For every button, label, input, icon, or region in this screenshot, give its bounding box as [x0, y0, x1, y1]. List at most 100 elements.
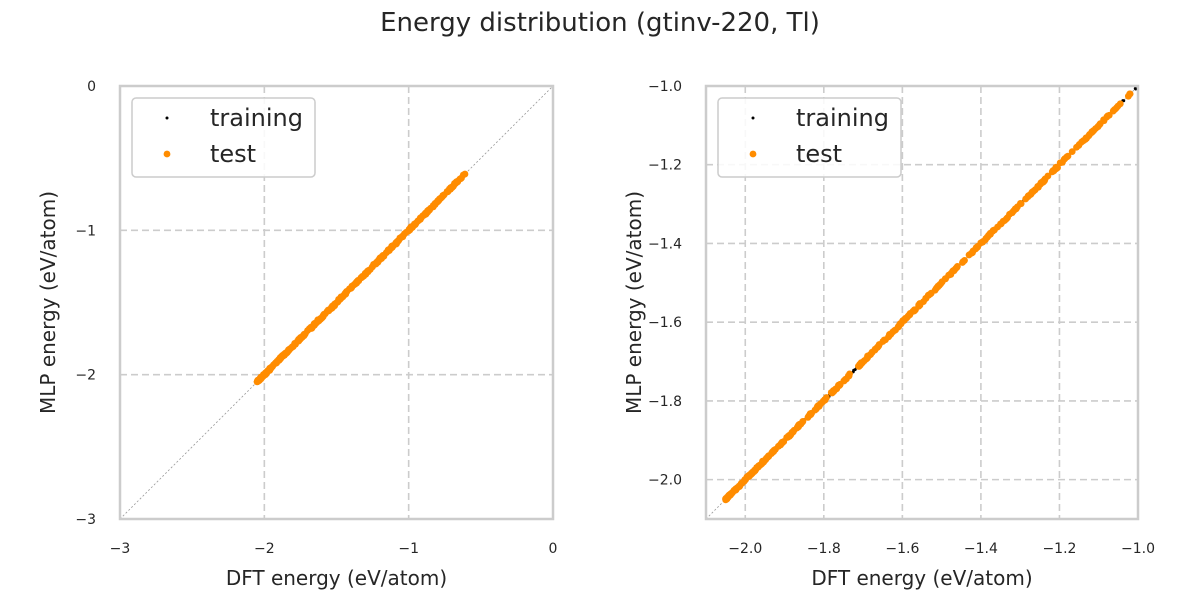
test-point — [278, 353, 285, 360]
x-axis-label: DFT energy (eV/atom) — [811, 566, 1032, 590]
legend-test-marker — [749, 150, 757, 158]
chart-panel-1: −3 −2 −1 0 −3 −2 −1 0 DFT energy (eV/atom) MLP en… — [36, 79, 557, 590]
test-point — [807, 411, 815, 419]
test-point — [1017, 200, 1025, 208]
y-tick-label: −2 — [75, 368, 96, 384]
x-tick-label: −1.0 — [1121, 541, 1155, 557]
test-point — [768, 450, 775, 457]
test-point — [934, 283, 942, 291]
chart-panel-2: −2.0 −1.8 −1.6 −1.4 −1.2 −1.0 −2.0 −1.8 −1.6 −1.4… — [622, 79, 1155, 590]
data-points — [722, 86, 1138, 504]
test-point — [301, 330, 309, 338]
test-point — [1126, 90, 1134, 98]
test-point — [874, 342, 882, 350]
test-point — [410, 221, 418, 229]
training-point — [1134, 87, 1138, 91]
test-point — [860, 357, 868, 365]
y-tick-label: −1.0 — [648, 79, 682, 95]
legend-label-training: training — [210, 104, 303, 132]
test-point — [295, 337, 303, 344]
test-point — [950, 267, 957, 274]
test-point — [735, 482, 743, 490]
test-point — [261, 370, 269, 378]
y-axis-label: MLP energy (eV/atom) — [622, 191, 646, 414]
test-point — [845, 372, 853, 380]
test-point — [896, 321, 903, 329]
test-point — [885, 333, 892, 341]
y-tick-label: −1.8 — [648, 394, 682, 410]
test-point — [994, 223, 1001, 231]
y-tick-label: −1 — [75, 223, 96, 239]
test-point — [394, 237, 401, 245]
x-tick-label: −1.8 — [807, 541, 841, 557]
test-point — [339, 293, 347, 301]
x-tick-label: −1.6 — [885, 541, 919, 557]
test-point — [727, 490, 735, 498]
test-point — [421, 209, 429, 217]
test-point — [922, 295, 930, 302]
legend-training-marker — [165, 116, 169, 120]
test-point — [942, 275, 949, 283]
legend-label-test: test — [796, 140, 842, 168]
test-point — [836, 380, 844, 388]
test-point — [286, 345, 294, 352]
x-tick-label: −1.2 — [1042, 541, 1076, 557]
test-point — [405, 225, 413, 233]
test-point — [307, 323, 315, 331]
test-point — [1004, 214, 1011, 222]
y-axis-label: MLP energy (eV/atom) — [36, 191, 60, 414]
x-tick-label: 0 — [549, 541, 558, 557]
test-point — [814, 403, 822, 410]
y-tick-label: −1.4 — [648, 236, 682, 252]
test-point — [974, 243, 982, 251]
test-point — [1096, 121, 1103, 129]
test-point — [1034, 182, 1042, 190]
y-tick-label: −1.6 — [648, 315, 682, 331]
test-point — [789, 428, 797, 436]
legend-box — [131, 97, 316, 178]
axes-frame — [118, 84, 555, 521]
test-point — [401, 230, 409, 237]
test-point — [444, 188, 452, 196]
test-point — [372, 260, 380, 268]
test-point — [273, 357, 281, 365]
test-point — [1048, 168, 1056, 176]
test-point — [891, 327, 898, 334]
test-point — [775, 442, 782, 450]
legend-box — [717, 97, 902, 178]
legend-label-test: test — [210, 140, 256, 168]
test-point — [1039, 178, 1047, 185]
data-points — [253, 170, 469, 386]
test-point — [385, 246, 393, 254]
x-tick-label: −1 — [398, 541, 419, 557]
x-tick-label: −2 — [254, 541, 275, 557]
test-point — [1025, 192, 1033, 199]
test-point — [1029, 187, 1037, 195]
test-point — [961, 257, 968, 264]
test-point — [746, 471, 754, 479]
test-point — [915, 301, 923, 309]
test-point — [785, 432, 792, 440]
test-point — [358, 272, 366, 280]
test-point — [722, 495, 730, 503]
y-tick-label: −2.0 — [648, 473, 682, 489]
test-point — [1082, 134, 1090, 142]
test-point — [348, 284, 356, 291]
x-tick-label: −3 — [110, 541, 131, 557]
test-point — [755, 462, 763, 469]
x-tick-label: −2.0 — [728, 541, 762, 557]
test-point — [868, 348, 876, 356]
test-point — [313, 318, 321, 326]
test-point — [832, 385, 839, 393]
test-point — [910, 307, 918, 315]
test-point — [363, 269, 371, 276]
test-point — [376, 254, 384, 262]
test-point — [1056, 159, 1064, 167]
legend: training test — [131, 97, 316, 178]
test-point — [985, 232, 992, 240]
test-point — [253, 378, 261, 386]
test-point — [317, 314, 325, 322]
test-point — [461, 170, 469, 178]
y-tick-label: 0 — [87, 79, 96, 95]
